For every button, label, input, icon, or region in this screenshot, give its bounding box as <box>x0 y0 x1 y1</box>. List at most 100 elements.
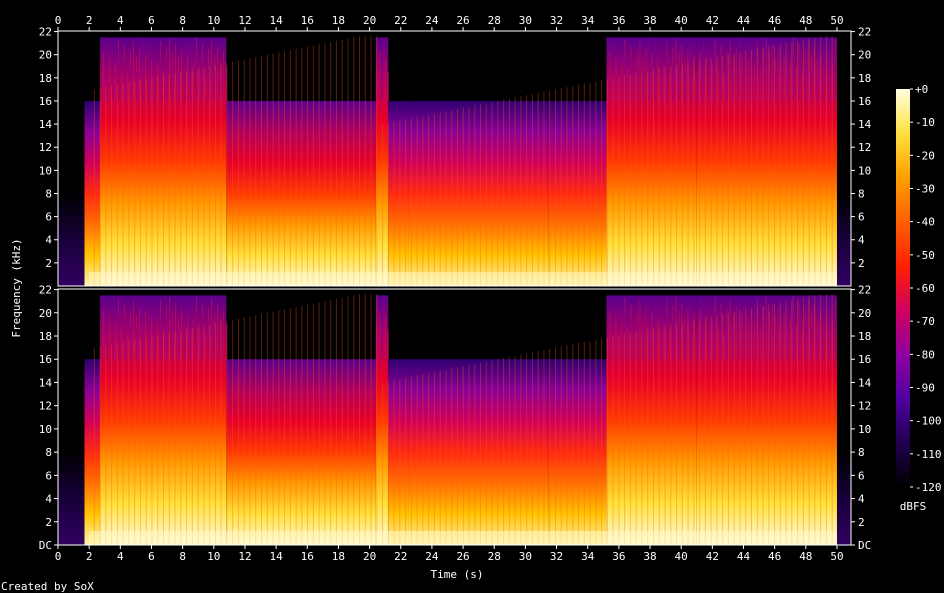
hf-streak <box>780 299 782 360</box>
onset-streak <box>428 114 430 286</box>
channel-2-spectrogram <box>57 288 852 546</box>
colorbar-tick-label: -80 <box>915 348 935 361</box>
onset-streak <box>353 37 355 287</box>
hf-streak <box>181 50 183 101</box>
hf-streak <box>771 302 773 360</box>
hf-streak <box>175 302 177 360</box>
hf-streak <box>112 306 114 360</box>
onset-streak <box>808 296 810 545</box>
onset-streak <box>491 360 493 545</box>
onset-streak <box>566 87 568 286</box>
onset-streak <box>520 354 522 545</box>
hf-streak <box>699 310 701 360</box>
hf-streak <box>666 314 668 360</box>
hf-streak <box>106 43 108 101</box>
hf-streak <box>687 308 689 360</box>
hf-streak <box>148 303 150 360</box>
onset-streak <box>399 120 401 286</box>
onset-streak <box>756 306 758 545</box>
onset-streak <box>710 316 712 545</box>
onset-streak <box>578 342 580 545</box>
hf-streak <box>825 57 827 101</box>
x-tick-label: 48 <box>799 550 812 563</box>
hf-streak <box>223 51 225 101</box>
hf-streak <box>747 59 749 101</box>
hf-streak <box>118 54 120 101</box>
onset-streak <box>312 45 314 287</box>
hf-streak <box>606 333 608 360</box>
onset-streak <box>710 58 712 286</box>
x-tick-label: 22 <box>394 14 407 27</box>
onset-streak <box>664 325 666 545</box>
hf-streak <box>789 319 791 360</box>
x-tick-label: 48 <box>799 14 812 27</box>
onset-streak <box>606 78 608 286</box>
x-tick-label: 30 <box>519 14 532 27</box>
hf-streak <box>663 323 665 360</box>
hf-streak <box>759 329 761 360</box>
hf-streak <box>387 72 389 101</box>
hf-streak <box>387 330 389 360</box>
hf-streak <box>211 40 213 101</box>
onset-streak <box>676 65 678 286</box>
x-axis-label: Time (s) <box>431 568 484 581</box>
spectrogram-segment <box>696 37 837 287</box>
hf-streak <box>711 321 713 360</box>
onset-streak <box>145 337 147 545</box>
hf-streak <box>801 331 803 360</box>
onset-streak <box>583 341 585 545</box>
onset-streak <box>243 59 245 287</box>
hf-streak <box>606 75 608 101</box>
onset-streak <box>186 329 188 545</box>
hf-streak <box>765 38 767 101</box>
onset-streak <box>237 318 239 545</box>
onset-streak <box>134 339 136 545</box>
hf-streak <box>708 48 710 101</box>
onset-streak <box>358 294 360 545</box>
hf-streak <box>717 327 719 360</box>
onset-streak <box>451 110 453 287</box>
y-tick-label: 20 <box>858 307 871 320</box>
onset-streak <box>537 351 539 545</box>
onset-streak <box>168 74 170 287</box>
hf-streak <box>657 59 659 101</box>
hf-streak <box>166 320 168 360</box>
hf-streak <box>807 40 809 101</box>
hf-streak <box>675 38 677 101</box>
onset-streak <box>191 69 193 287</box>
hf-streak <box>615 315 617 360</box>
onset-streak <box>93 89 95 286</box>
colorbar-tick-label: -30 <box>915 183 935 196</box>
hf-streak <box>801 72 803 101</box>
hf-streak <box>172 67 174 101</box>
onset-streak <box>261 55 263 286</box>
hf-streak <box>723 333 725 360</box>
y-tick-label: 12 <box>39 141 52 154</box>
onset-streak <box>601 80 603 286</box>
spectrogram-segment <box>836 452 851 545</box>
x-tick-label: 12 <box>238 550 251 563</box>
x-tick-label: 10 <box>207 550 220 563</box>
onset-streak <box>145 78 147 286</box>
y-tick-label: 10 <box>858 423 871 436</box>
onset-streak <box>364 36 366 286</box>
x-tick-label: 26 <box>456 550 469 563</box>
hf-streak <box>678 326 680 360</box>
spectrogram-segment <box>226 100 376 286</box>
colorbar-tick-label: -120 <box>915 481 942 494</box>
onset-streak <box>716 57 718 286</box>
onset-streak <box>249 316 251 545</box>
x-tick-label: 36 <box>612 550 625 563</box>
colorbar: +0 -10 -20 -30 -40 -50 -60 -70 -80 -90 -100 -110 -12… <box>896 83 942 494</box>
hf-streak <box>783 313 785 360</box>
hf-streak <box>810 327 812 360</box>
onset-streak <box>376 36 378 286</box>
hf-streak <box>714 312 716 360</box>
onset-streak <box>514 97 516 286</box>
hf-streak <box>747 317 749 360</box>
x-tick-label: 40 <box>675 550 688 563</box>
hf-streak <box>618 48 620 101</box>
hf-streak <box>672 320 674 360</box>
hf-streak <box>612 301 614 360</box>
onset-streak <box>480 362 482 545</box>
